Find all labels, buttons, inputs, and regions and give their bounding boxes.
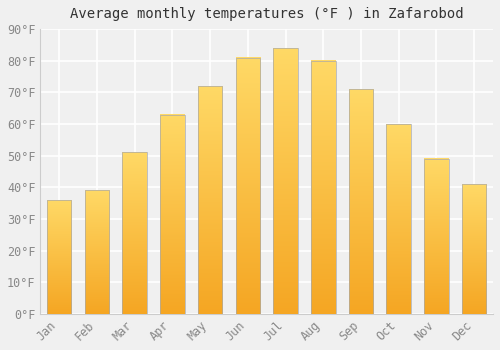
Bar	[348, 89, 374, 314]
Bar	[84, 190, 109, 314]
Bar	[311, 61, 336, 314]
Title: Average monthly temperatures (°F ) in Zafarobod: Average monthly temperatures (°F ) in Za…	[70, 7, 464, 21]
Bar	[47, 200, 72, 314]
Bar	[274, 48, 298, 314]
Bar	[386, 124, 411, 314]
Bar	[236, 57, 260, 314]
Bar	[462, 184, 486, 314]
Bar	[198, 86, 222, 314]
Bar	[424, 159, 448, 314]
Bar	[122, 153, 147, 314]
Bar	[160, 114, 184, 314]
